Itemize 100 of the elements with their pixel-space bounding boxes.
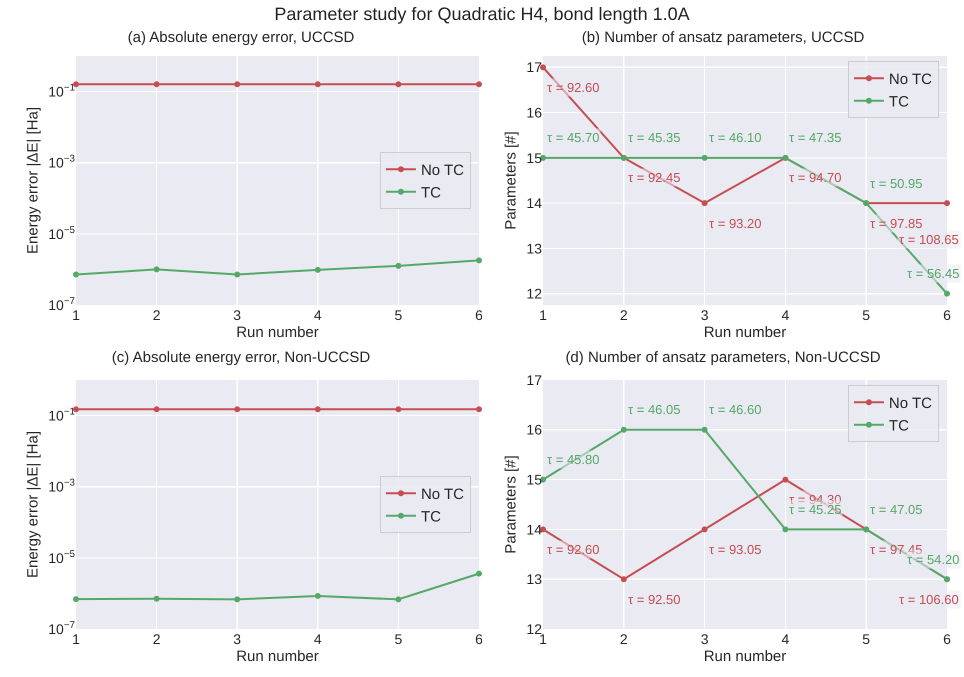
x-tick-label: 4 bbox=[782, 307, 790, 323]
point bbox=[476, 257, 482, 264]
x-tick-label: 6 bbox=[475, 307, 484, 323]
point bbox=[314, 592, 321, 599]
y-tick-label: 16 bbox=[526, 104, 542, 120]
point bbox=[702, 426, 708, 433]
y-axis-title: Parameters [#] bbox=[502, 131, 520, 230]
x-tick-label: 5 bbox=[862, 307, 870, 323]
point bbox=[154, 81, 160, 88]
legend-label: TC bbox=[888, 94, 910, 111]
y-tick-label: 13 bbox=[526, 240, 542, 256]
y-tick-label: 10$^{−3}$ bbox=[48, 478, 76, 495]
y-tick-label: 13 bbox=[526, 571, 542, 588]
point bbox=[476, 81, 482, 88]
point bbox=[702, 526, 708, 532]
y-tick-label: 10$^{−7}$ bbox=[48, 296, 75, 313]
y-axis-title: Parameters [#] bbox=[502, 455, 520, 554]
annotation: τ = 56.45 bbox=[907, 266, 960, 281]
annotation: τ = 46.05 bbox=[628, 402, 680, 417]
point bbox=[314, 81, 321, 88]
x-tick-label: 5 bbox=[862, 631, 870, 647]
y-tick-label: 15 bbox=[526, 472, 542, 488]
annotation: τ = 47.05 bbox=[870, 502, 922, 517]
annotation: τ = 46.60 bbox=[709, 402, 762, 417]
chart-title: (d) Number of ansatz parameters, Non-UCCSD bbox=[565, 349, 881, 366]
x-tick-label: 3 bbox=[233, 307, 242, 323]
point bbox=[154, 596, 160, 602]
x-tick-label: 2 bbox=[152, 307, 161, 323]
y-tick-label: 17 bbox=[526, 372, 542, 388]
annotation: τ = 93.05 bbox=[709, 542, 762, 557]
annotation: τ = 45.80 bbox=[547, 452, 600, 467]
annotation: τ = 92.45 bbox=[628, 170, 680, 185]
y-tick-label: 15 bbox=[526, 150, 542, 166]
annotation: τ = 97.45 bbox=[870, 542, 922, 557]
x-tick-label: 3 bbox=[700, 307, 709, 323]
point bbox=[154, 406, 160, 412]
y-tick-label: 10$^{−5}$ bbox=[48, 548, 76, 566]
x-tick-label: 4 bbox=[782, 631, 790, 647]
point bbox=[782, 526, 788, 532]
point bbox=[620, 426, 627, 433]
x-tick-label: 6 bbox=[475, 631, 484, 647]
point bbox=[234, 272, 240, 278]
point bbox=[782, 476, 788, 483]
legend-label: No TC bbox=[420, 162, 464, 180]
point bbox=[702, 154, 708, 161]
annotation: τ = 93.20 bbox=[709, 216, 762, 231]
annotation: τ = 92.50 bbox=[628, 592, 680, 607]
point bbox=[73, 596, 79, 602]
point bbox=[395, 81, 402, 88]
annotation: τ = 97.85 bbox=[870, 216, 922, 231]
y-tick-label: 17 bbox=[526, 59, 542, 76]
point bbox=[314, 266, 321, 273]
text: Parameter study for Quadratic H4, bond length 1.0A bbox=[273, 4, 691, 25]
y-tick-label: 16 bbox=[526, 422, 542, 438]
point bbox=[702, 200, 708, 206]
x-axis-title: Run number bbox=[236, 648, 319, 665]
point bbox=[395, 406, 402, 412]
x-axis-title: Run number bbox=[704, 324, 786, 341]
point bbox=[476, 570, 482, 577]
point bbox=[314, 406, 321, 412]
point bbox=[234, 596, 240, 602]
annotation: τ = 47.35 bbox=[789, 130, 842, 145]
x-tick-label: 3 bbox=[700, 631, 709, 647]
point bbox=[620, 576, 627, 582]
annotation: τ = 45.35 bbox=[628, 130, 680, 145]
annotation: τ = 92.60 bbox=[547, 80, 600, 95]
legend-label: No TC bbox=[420, 486, 464, 504]
x-tick-label: 2 bbox=[620, 631, 628, 647]
x-tick-label: 4 bbox=[314, 307, 322, 323]
point bbox=[944, 200, 950, 206]
x-tick-label: 1 bbox=[72, 631, 80, 647]
annotation: τ = 92.60 bbox=[547, 542, 600, 557]
x-tick-label: 2 bbox=[152, 631, 161, 647]
x-tick-label: 4 bbox=[314, 631, 322, 647]
y-tick-label: 10$^{−3}$ bbox=[48, 154, 76, 171]
annotation: τ = 46.10 bbox=[709, 130, 762, 145]
chart-title: (a) Absolute energy error, UCCSD bbox=[128, 29, 355, 46]
y-tick-label: 14 bbox=[526, 195, 542, 212]
x-tick-label: 1 bbox=[72, 307, 80, 323]
y-tick-label: 10$^{−1}$ bbox=[48, 406, 75, 424]
legend-label: No TC bbox=[888, 395, 932, 412]
y-axis-title: Energy error |ΔE| [Ha] bbox=[24, 106, 42, 254]
x-tick-label: 1 bbox=[539, 631, 548, 647]
point bbox=[234, 406, 240, 412]
y-tick-label: 10$^{−1}$ bbox=[48, 82, 75, 100]
point bbox=[476, 406, 482, 412]
point bbox=[73, 272, 79, 278]
annotation: τ = 108.65 bbox=[899, 232, 959, 247]
point bbox=[154, 266, 160, 272]
point bbox=[395, 596, 402, 602]
y-axis-title: Energy error |ΔE| [Ha] bbox=[24, 430, 42, 578]
y-tick-label: 14 bbox=[526, 521, 542, 538]
chart-title: (c) Absolute energy error, Non-UCCSD bbox=[112, 349, 370, 366]
point bbox=[944, 290, 950, 297]
x-tick-label: 5 bbox=[394, 631, 402, 647]
annotation: τ = 45.70 bbox=[547, 130, 600, 145]
x-tick-label: 1 bbox=[539, 307, 548, 323]
x-tick-label: 6 bbox=[943, 631, 952, 647]
annotation: τ = 106.60 bbox=[899, 592, 959, 607]
y-tick-label: 10$^{−7}$ bbox=[48, 620, 75, 637]
